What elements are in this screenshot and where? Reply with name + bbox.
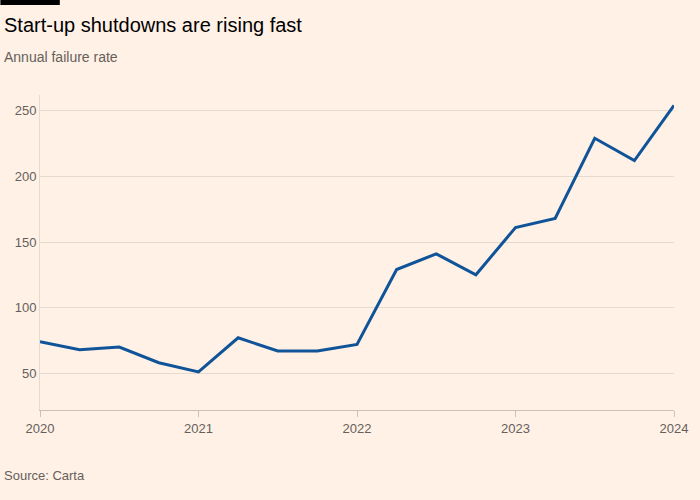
svg-text:Source: Carta: Source: Carta [4, 468, 85, 483]
svg-text:250: 250 [15, 103, 37, 118]
svg-text:2023: 2023 [501, 421, 530, 436]
svg-text:Annual failure rate: Annual failure rate [4, 49, 118, 65]
svg-text:2024: 2024 [660, 421, 689, 436]
svg-text:200: 200 [15, 169, 37, 184]
svg-text:100: 100 [15, 300, 37, 315]
svg-text:2021: 2021 [184, 421, 213, 436]
svg-text:Start-up shutdowns are rising: Start-up shutdowns are rising fast [4, 14, 302, 36]
svg-text:2022: 2022 [343, 421, 372, 436]
svg-text:150: 150 [15, 235, 37, 250]
svg-text:50: 50 [22, 366, 36, 381]
svg-text:2020: 2020 [26, 421, 55, 436]
